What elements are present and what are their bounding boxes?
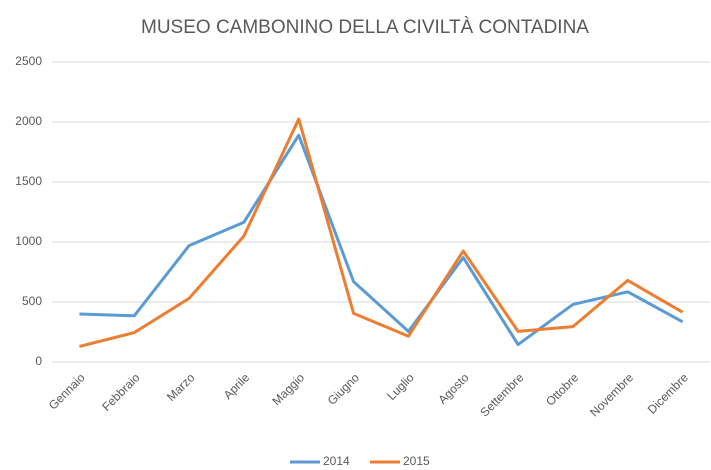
series-line — [79, 117, 684, 348]
x-tick-label: Marzo — [164, 370, 198, 404]
x-tick-label: Giugno — [325, 370, 362, 407]
x-tick-label: Luglio — [384, 370, 417, 403]
legend-label: 2014 — [323, 454, 350, 468]
legend-label: 2015 — [403, 454, 430, 468]
y-tick-label: 500 — [22, 294, 42, 308]
y-tick-label: 1000 — [15, 234, 42, 248]
x-tick-label: Dicembre — [645, 370, 691, 416]
series-line — [79, 133, 684, 347]
x-tick-label: Settembre — [477, 370, 526, 419]
x-tick-label: Agosto — [435, 370, 472, 407]
x-tick-label: Gennaio — [46, 370, 88, 412]
x-tick-label: Maggio — [269, 370, 307, 408]
x-tick-label: Febbraio — [99, 370, 143, 414]
x-tick-label: Aprile — [221, 370, 253, 402]
x-tick-label: Novembre — [587, 370, 636, 419]
y-tick-label: 2500 — [15, 54, 42, 68]
chart-title: MUSEO CAMBONINO DELLA CIVILTÀ CONTADINA — [141, 17, 589, 38]
y-tick-label: 2000 — [15, 114, 42, 128]
x-tick-label: Ottobre — [543, 370, 581, 408]
y-tick-label: 1500 — [15, 174, 42, 188]
y-tick-label: 0 — [35, 354, 42, 368]
